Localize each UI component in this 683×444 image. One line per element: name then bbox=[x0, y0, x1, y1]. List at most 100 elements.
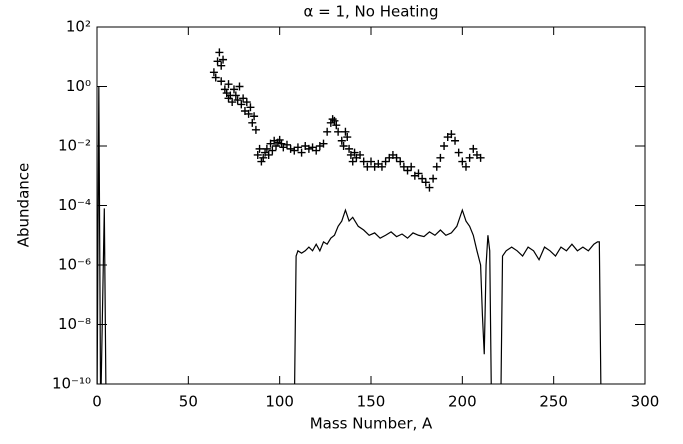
y-axis-label: Abundance bbox=[15, 163, 33, 248]
scatter-point bbox=[469, 144, 478, 153]
scatter-point bbox=[239, 94, 248, 103]
scatter-point bbox=[339, 142, 348, 150]
scatter-point bbox=[272, 142, 281, 150]
scatter-point bbox=[334, 127, 343, 136]
y-tick-label: 10⁻⁶ bbox=[58, 256, 91, 274]
scatter-point bbox=[476, 153, 485, 162]
scatter-point bbox=[337, 136, 346, 145]
scatter-point bbox=[454, 148, 463, 157]
scatter-point bbox=[332, 121, 341, 130]
scatter-point bbox=[213, 57, 222, 66]
x-tick-label: 100 bbox=[265, 393, 294, 411]
scatter-point bbox=[217, 61, 226, 70]
scatter-point bbox=[270, 136, 279, 145]
scatter-point bbox=[224, 80, 233, 89]
scatter-point bbox=[348, 157, 357, 166]
scatter-point bbox=[244, 109, 253, 118]
scatter-point bbox=[215, 48, 224, 57]
scatter-point bbox=[275, 135, 284, 144]
scatter-point bbox=[209, 68, 218, 77]
y-tick-label: 10⁻¹⁰ bbox=[52, 375, 91, 393]
scatter-point bbox=[350, 148, 359, 157]
scatter-point bbox=[447, 130, 456, 139]
scatter-point bbox=[330, 116, 339, 125]
scatter-point bbox=[268, 146, 277, 155]
scatter-point bbox=[211, 73, 220, 82]
scatter-point bbox=[407, 162, 416, 171]
scatter-point bbox=[277, 139, 286, 148]
scatter-point bbox=[259, 153, 268, 162]
scatter-point bbox=[264, 150, 273, 159]
x-tick-label: 150 bbox=[357, 393, 386, 411]
scatter-point bbox=[293, 143, 302, 152]
y-tick-label: 10⁻² bbox=[58, 137, 91, 155]
x-tick-label: 250 bbox=[539, 393, 568, 411]
scatter-point bbox=[381, 157, 390, 166]
y-tick-label: 10² bbox=[66, 18, 91, 36]
scatter-point bbox=[248, 118, 257, 127]
x-tick-label: 0 bbox=[92, 393, 102, 411]
scatter-point bbox=[465, 153, 474, 162]
plot-frame bbox=[96, 26, 646, 385]
scatter-point bbox=[359, 157, 368, 166]
scatter-point bbox=[282, 140, 291, 149]
scatter-point bbox=[246, 103, 255, 112]
scatter-point bbox=[253, 150, 262, 159]
scatter-point bbox=[341, 127, 350, 136]
scatter-point bbox=[345, 144, 354, 153]
scatter-point bbox=[392, 153, 401, 162]
scatter-point bbox=[356, 150, 365, 159]
scatter-point bbox=[418, 174, 427, 183]
scatter-point bbox=[217, 77, 226, 86]
scatter-point bbox=[304, 144, 313, 153]
scatter-point bbox=[399, 162, 408, 171]
scatter-point bbox=[235, 82, 244, 91]
x-tick-label: 300 bbox=[631, 393, 660, 411]
x-tick-label: 50 bbox=[179, 393, 198, 411]
scatter-point bbox=[396, 157, 405, 166]
scatter-point bbox=[228, 98, 237, 107]
scatter-point bbox=[250, 112, 259, 121]
scatter-point bbox=[458, 157, 467, 166]
scatter-point bbox=[233, 96, 242, 105]
scatter-point bbox=[242, 98, 251, 107]
y-tick-label: 10⁻⁴ bbox=[58, 196, 91, 214]
scatter-point bbox=[425, 183, 434, 192]
y-tick-label: 10⁰ bbox=[66, 77, 91, 95]
scatter-point bbox=[429, 174, 438, 183]
scatter-point bbox=[255, 144, 264, 153]
scatter-point bbox=[220, 85, 229, 94]
scatter-point bbox=[251, 125, 260, 134]
scatter-point bbox=[286, 144, 295, 153]
line bbox=[97, 86, 602, 384]
scatter-point bbox=[319, 139, 328, 148]
scatter-point bbox=[440, 142, 449, 150]
scatter-point bbox=[403, 166, 412, 175]
scatter-point bbox=[461, 162, 470, 171]
scatter-point bbox=[262, 144, 271, 153]
scatter-point bbox=[219, 55, 228, 64]
scatter-point bbox=[363, 162, 372, 171]
scatter-point bbox=[421, 178, 430, 187]
scatter-point bbox=[436, 153, 445, 162]
scatter-point bbox=[377, 162, 386, 171]
scatter-point bbox=[230, 85, 238, 94]
scatter-point bbox=[312, 146, 321, 155]
scatter-point bbox=[367, 157, 375, 166]
scatter-point bbox=[231, 91, 240, 100]
chart-title: α = 1, No Heating bbox=[303, 3, 438, 21]
scatter-point bbox=[451, 136, 460, 145]
scatter-point bbox=[343, 133, 352, 142]
scatter-point bbox=[323, 127, 332, 136]
x-tick-label: 200 bbox=[448, 393, 477, 411]
y-tick-label: 10⁻⁸ bbox=[58, 315, 91, 333]
scatter-point bbox=[297, 148, 306, 157]
scatter-point bbox=[328, 115, 337, 124]
scatter-point bbox=[237, 100, 246, 109]
plot-area bbox=[97, 48, 602, 384]
scatter-point bbox=[432, 162, 441, 171]
scatter-point bbox=[414, 169, 423, 178]
x-axis-label: Mass Number, A bbox=[310, 415, 433, 433]
scatter-point bbox=[257, 157, 266, 166]
